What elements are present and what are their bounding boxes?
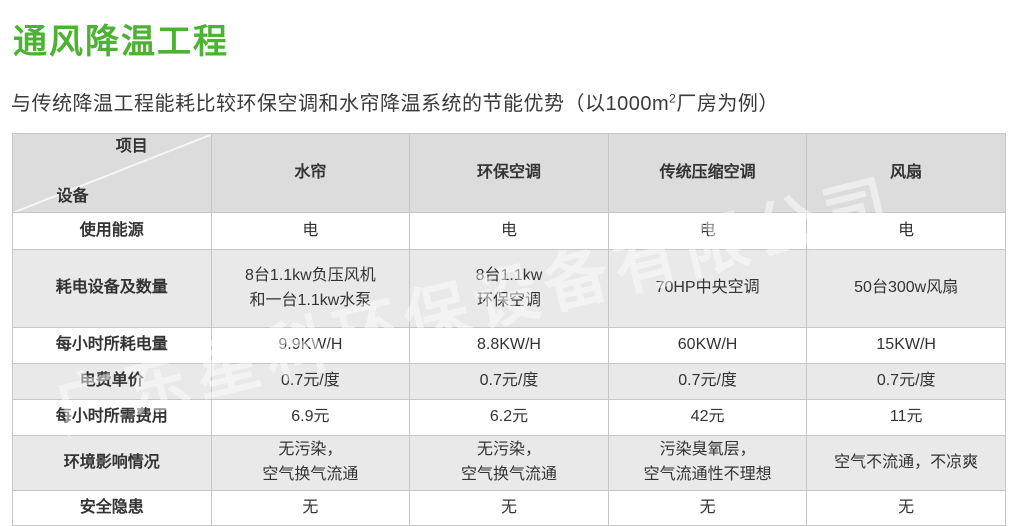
row-label: 使用能源 — [12, 212, 212, 251]
table-cell: 6.2元 — [409, 399, 609, 437]
table-cell: 0.7元/度 — [806, 363, 1006, 401]
row-label: 每小时所需费用 — [12, 399, 212, 437]
table-cell: 11元 — [806, 399, 1006, 437]
column-header-traditional-compressor-ac: 传统压缩空调 — [607, 132, 808, 214]
table-row: 使用能源 电 电 电 电 — [12, 212, 1006, 251]
table-row: 耗电设备及数量 8台1.1kw负压风机 和一台1.1kw水泵 8台1.1kw 环… — [12, 249, 1006, 329]
table-cell: 0.7元/度 — [607, 363, 808, 401]
column-header-fan: 风扇 — [806, 132, 1006, 214]
corner-label-project: 项目 — [115, 138, 148, 155]
table-cell: 无 — [210, 489, 411, 526]
table-cell: 9.9KW/H — [210, 327, 411, 365]
table-cell: 50台300w风扇 — [806, 249, 1006, 329]
table-cell: 电 — [210, 212, 411, 251]
page-title: 通风降温工程 — [13, 23, 229, 61]
table-cell: 污染臭氧层， 空气流通性不理想 — [607, 435, 808, 491]
row-label: 电费单价 — [12, 363, 212, 401]
table-cell: 无污染， 空气换气流通 — [210, 435, 411, 491]
table-cell: 0.7元/度 — [210, 363, 411, 401]
table-cell: 15KW/H — [806, 327, 1006, 365]
table-cell: 8台1.1kw负压风机 和一台1.1kw水泵 — [210, 249, 411, 329]
table-cell: 无 — [607, 489, 808, 526]
row-label: 环境影响情况 — [12, 435, 212, 491]
subtitle-superscript: 2 — [669, 91, 677, 106]
table-row: 电费单价 0.7元/度 0.7元/度 0.7元/度 0.7元/度 — [12, 363, 1006, 401]
page-subtitle: 与传统降温工程能耗比较环保空调和水帘降温系统的节能优势（以1000m2厂房为例） — [11, 87, 1017, 116]
table-cell: 无 — [409, 489, 609, 526]
table-cell: 60KW/H — [607, 327, 808, 365]
table-body: 使用能源 电 电 电 电 耗电设备及数量 8台1.1kw负压风机 和一台1.1k… — [12, 212, 1006, 526]
table-cell: 70HP中央空调 — [607, 249, 808, 329]
table-cell: 8台1.1kw 环保空调 — [409, 249, 609, 329]
table-row: 每小时所需费用 6.9元 6.2元 42元 11元 — [12, 399, 1006, 437]
header-row: 项目 设备 水帘 环保空调 传统压缩空调 风扇 — [12, 132, 1006, 214]
corner-label-device: 设备 — [56, 187, 89, 205]
table-row: 安全隐患 无 无 无 无 — [12, 489, 1006, 526]
row-label: 安全隐患 — [12, 489, 212, 526]
table-cell: 电 — [409, 212, 609, 251]
table-cell: 42元 — [607, 399, 808, 437]
table-cell: 电 — [806, 212, 1006, 251]
table-cell: 无 — [806, 489, 1006, 526]
table-row: 环境影响情况 无污染， 空气换气流通 无污染， 空气换气流通 污染臭氧层， 空气… — [12, 435, 1006, 491]
table-header: 项目 设备 水帘 环保空调 传统压缩空调 风扇 — [12, 132, 1006, 214]
row-label: 耗电设备及数量 — [12, 249, 212, 329]
table-cell: 空气不流通，不凉爽 — [806, 435, 1006, 491]
table-cell: 电 — [607, 212, 808, 251]
table-cell: 0.7元/度 — [409, 363, 609, 401]
table-cell: 8.8KW/H — [409, 327, 609, 365]
column-header-eco-air-conditioner: 环保空调 — [409, 132, 609, 214]
table-row: 每小时所耗电量 9.9KW/H 8.8KW/H 60KW/H 15KW/H — [12, 327, 1006, 365]
table-cell: 无污染， 空气换气流通 — [409, 435, 609, 491]
corner-header-cell: 项目 设备 — [12, 132, 212, 214]
column-header-water-curtain: 水帘 — [210, 132, 411, 214]
subtitle-text-before: 与传统降温工程能耗比较环保空调和水帘降温系统的节能优势（以1000m — [11, 93, 670, 115]
energy-comparison-table: 项目 设备 水帘 环保空调 传统压缩空调 风扇 使用能源 电 电 电 电 耗电设… — [12, 132, 1006, 526]
row-label: 每小时所耗电量 — [12, 327, 212, 365]
subtitle-text-after: 厂房为例） — [676, 93, 779, 115]
table-cell: 6.9元 — [210, 399, 411, 437]
